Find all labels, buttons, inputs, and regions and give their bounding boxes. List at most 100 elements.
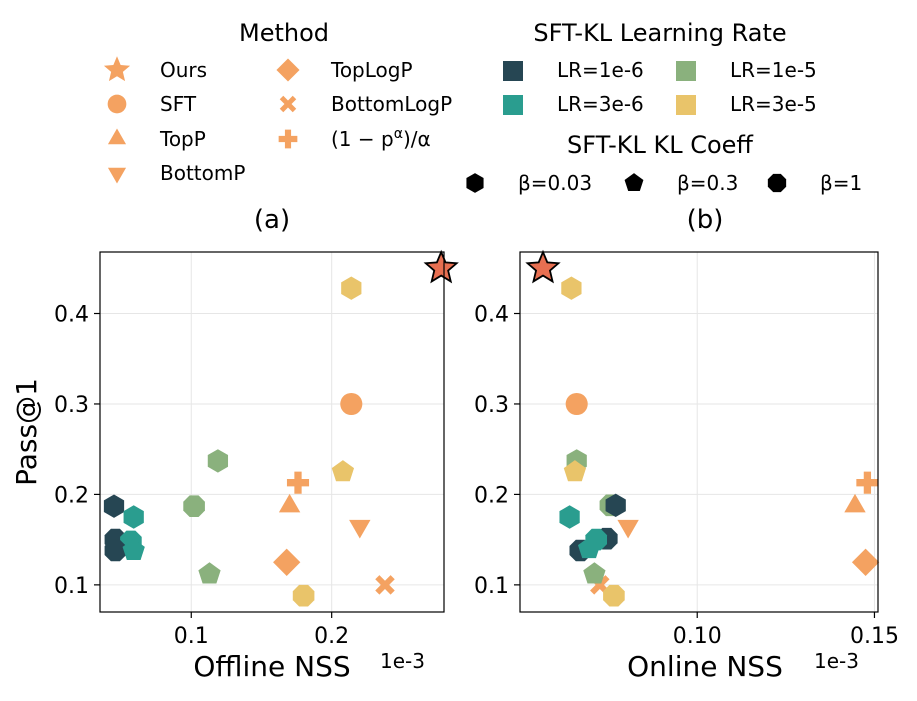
panel-b-x-scale: 1e-3 (814, 649, 859, 673)
legend-label-beta-1: β=1 (820, 171, 862, 195)
lr-legend: SFT-KL Learning Rate LR=1e-6 LR=3e-6 LR=… (503, 19, 817, 116)
point-topp (844, 493, 866, 513)
kl-legend-title: SFT-KL KL Coeff (567, 131, 753, 159)
point-sft-kl-lr-3e-5-beta-0.03 (341, 276, 362, 300)
panel-a: (a) 0.1 0.20.10.20.30.4 Offline NSS 1e-3 … (10, 205, 459, 683)
legend-item-bottomp: BottomP (107, 161, 245, 185)
plus-marker-icon (278, 129, 298, 149)
y-tick-label: 0.2 (54, 483, 89, 508)
y-tick-label: 0.1 (474, 574, 509, 599)
point-sft (340, 392, 363, 416)
legend-item-ours: Ours (103, 56, 207, 82)
pentagon-marker-icon (624, 173, 644, 192)
point-bottomp (617, 519, 639, 539)
panel-b-title: (b) (687, 205, 724, 235)
legend-label-beta-0.3: β=0.3 (677, 171, 738, 195)
hexagon-marker-icon (466, 173, 484, 193)
legend-item-toplogp: TopLogP (276, 58, 413, 82)
legend-item-bottomlogp: BottomLogP (279, 92, 452, 116)
point-sft-kl-lr-1e-5-beta-0.3 (198, 562, 221, 584)
legend-item-topp: TopP (107, 127, 206, 151)
panel-a-ticks: 0.1 0.2 0.1 0.2 0.3 0.4 (54, 303, 349, 649)
lr-legend-title: SFT-KL Learning Rate (533, 19, 786, 47)
panel-a-xlabel: Offline NSS (193, 650, 350, 683)
legend-label-lr-3e-5: LR=3e-5 (730, 92, 817, 116)
legend-label-topp: TopP (159, 127, 206, 151)
point-alpha (286, 471, 310, 494)
point-sft-kl-lr-3e-5-beta-0.3 (331, 460, 355, 482)
point-sft-kl-lr-1e-6-beta-0.03 (103, 494, 125, 518)
point-sft-kl-lr-3e-5-beta-1 (603, 584, 625, 607)
triangle-up-marker-icon (107, 128, 127, 145)
point-toplogp (851, 548, 880, 576)
point-bottomp (349, 519, 371, 539)
legend-label-sft: SFT (160, 92, 197, 116)
panel-b-xlabel: Online NSS (627, 650, 783, 683)
legend-label-bottomlogp: BottomLogP (331, 92, 452, 116)
legend-label-lr-1e-6: LR=1e-6 (557, 58, 644, 82)
point-sft-kl-lr-3e-5-beta-1 (292, 584, 315, 607)
legend-label-toplogp: TopLogP (330, 58, 413, 82)
lr-3e-6-swatch-icon (503, 95, 523, 115)
y-axis-label: Pass@1 (10, 378, 43, 486)
lr-1e-6-swatch-icon (503, 61, 523, 81)
point-bottomlogp (375, 575, 395, 595)
alpha-label-sup: α (394, 126, 403, 142)
legend-item-sft: SFT (107, 92, 197, 116)
y-tick-label: 0.3 (474, 393, 509, 418)
point-sft-kl-lr-3e-6-beta-0.03 (123, 505, 144, 529)
legend-label-alpha-loss: (1 − pα)/α (331, 126, 431, 151)
y-tick-label: 0.3 (54, 393, 89, 418)
point-sft-kl-lr-3e-5-beta-0.03 (561, 276, 582, 300)
point-toplogp (273, 548, 301, 576)
x-marker-icon (279, 95, 297, 113)
point-ours (525, 249, 561, 284)
legend-item-alpha-loss: (1 − pα)/α (278, 126, 431, 151)
panel-a-points (103, 249, 459, 607)
point-sft-kl-lr-3e-5-beta-0.3 (563, 460, 587, 482)
panel-a-grid (100, 252, 444, 612)
point-sft-kl-lr-1e-5-beta-1 (183, 495, 205, 518)
point-sft-kl-lr-3e-6-beta-0.03 (559, 505, 580, 529)
lr-3e-5-swatch-icon (676, 95, 696, 115)
point-sft-kl-lr-3e-6-beta-0.3 (577, 537, 601, 559)
x-tick-label: 0.10 (673, 624, 722, 649)
y-tick-label: 0.4 (474, 303, 509, 328)
y-tick-label: 0.1 (54, 574, 89, 599)
method-legend-title: Method (239, 19, 329, 47)
point-sft (565, 392, 588, 416)
x-tick-label: 0.2 (314, 624, 349, 649)
legend-label-ours: Ours (160, 58, 207, 82)
method-legend: Method Ours SFT TopP BottomP TopLogP Bot… (103, 19, 452, 185)
panel-b-ticks: 0.10 0.15 0.1 0.2 0.3 0.4 (474, 303, 899, 649)
kl-legend: SFT-KL KL Coeff β=0.03 β=0.3 β=1 (466, 131, 862, 195)
alpha-label-tail: )/α (403, 127, 431, 151)
legend-label-bottomp: BottomP (160, 161, 245, 185)
point-sft-kl-lr-1e-5-beta-0.3 (583, 562, 606, 584)
alpha-label-head: (1 − p (331, 127, 394, 151)
y-tick-label: 0.2 (474, 483, 509, 508)
legend-label-beta-0.03: β=0.03 (518, 171, 592, 195)
panel-a-frame (99, 251, 445, 613)
lr-1e-5-swatch-icon (676, 61, 696, 81)
panel-a-x-scale: 1e-3 (380, 649, 425, 673)
panel-b-frame (519, 251, 879, 613)
panel-a-title: (a) (254, 205, 290, 235)
legend-label-lr-3e-6: LR=3e-6 (557, 92, 644, 116)
panel-b-points (525, 249, 880, 607)
point-ours (423, 249, 459, 284)
point-sft-kl-lr-1e-6-beta-0.03 (605, 493, 626, 517)
circle-marker-icon (107, 94, 127, 114)
panel-b: (b) 0.10 0.15 0.1 0.2 0.3 0.4 Online NSS 1e-3 (474, 205, 899, 683)
octagon-marker-icon (767, 173, 787, 193)
point-alpha (856, 471, 879, 494)
y-tick-label: 0.4 (54, 303, 89, 328)
legend-label-lr-1e-5: LR=1e-5 (730, 58, 817, 82)
point-topp (278, 493, 301, 513)
x-tick-label: 0.1 (174, 624, 209, 649)
triangle-down-marker-icon (107, 167, 127, 184)
point-sft-kl-lr-1e-6-beta-1 (104, 539, 127, 562)
diamond-marker-icon (276, 58, 300, 82)
star-marker-icon (103, 56, 131, 82)
